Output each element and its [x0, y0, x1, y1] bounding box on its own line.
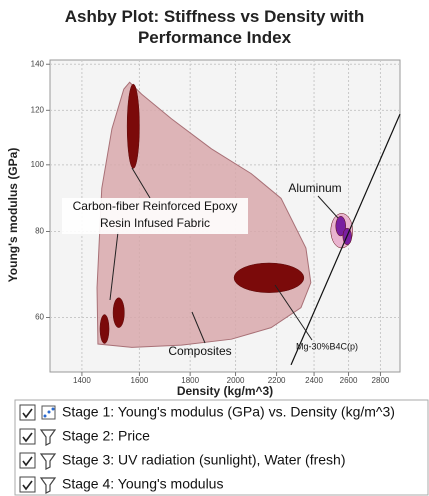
filter-icon [39, 453, 57, 470]
check-mark [22, 480, 33, 491]
material-ellipse [335, 215, 346, 237]
scatter-icon-dot [47, 410, 51, 414]
title-box: Ashby Plot: Stiffness vs Density with Pe… [0, 6, 429, 48]
stage-label: Stage 3: UV radiation (sunlight), Water … [62, 452, 346, 468]
x-tick-label: 1600 [131, 376, 149, 385]
y-axis-label: Young's modulus (GPa) [6, 148, 20, 283]
annotation: Aluminum [288, 181, 341, 195]
stage-label: Stage 4: Young's modulus [62, 476, 223, 492]
check-mark [22, 456, 33, 467]
leader-line [191, 311, 206, 344]
x-tick-label: 2000 [227, 376, 245, 385]
material-ellipse [126, 83, 140, 169]
label-background [62, 198, 248, 234]
x-tick-label: 1400 [73, 376, 91, 385]
material-ellipse [233, 262, 305, 293]
y-tick-label: 140 [31, 59, 45, 68]
filter-icon [39, 429, 57, 446]
y-tick-label: 120 [31, 105, 45, 114]
stage-label: Stage 1: Young's modulus (GPa) vs. Densi… [62, 404, 395, 420]
performance-index-line [290, 113, 401, 366]
x-axis-label: Density (kg/m^3) [177, 384, 273, 398]
y-tick-label: 80 [35, 227, 44, 236]
chart-title: Ashby Plot: Stiffness vs Density with Pe… [64, 7, 365, 47]
stage-label: Stage 2: Price [62, 428, 150, 444]
material-ellipse [99, 314, 110, 344]
stage-list-frame [14, 399, 429, 496]
x-tick-label: 2800 [372, 376, 390, 385]
stage-checkbox[interactable] [19, 428, 36, 445]
scatter-icon-dot [43, 414, 47, 418]
leader-line [109, 231, 119, 301]
check-mark [22, 432, 33, 443]
x-tick-label: 1800 [181, 376, 199, 385]
stage-checkbox[interactable] [19, 476, 36, 493]
stage-checkbox[interactable] [19, 404, 36, 421]
leader-line [131, 167, 151, 199]
filter-icon [39, 477, 57, 494]
stage-checkbox[interactable] [19, 452, 36, 469]
annotation: Carbon-fiber Reinforced Epoxy [73, 199, 238, 213]
scatter-icon [41, 405, 56, 420]
y-tick-label: 60 [35, 313, 44, 322]
check-mark [22, 408, 33, 419]
y-tick-label: 100 [31, 160, 45, 169]
material-ellipse [112, 297, 125, 328]
annotation: Composites [168, 344, 231, 358]
scatter-icon-dot [51, 407, 55, 411]
annotation: Mg-30%B4C(p) [296, 341, 358, 351]
x-tick-label: 2400 [305, 376, 323, 385]
x-tick-label: 2200 [268, 376, 286, 385]
x-tick-label: 2600 [340, 376, 358, 385]
leader-line [274, 284, 313, 341]
annotation: Resin Infused Fabric [100, 216, 210, 230]
leader-line [317, 195, 339, 219]
